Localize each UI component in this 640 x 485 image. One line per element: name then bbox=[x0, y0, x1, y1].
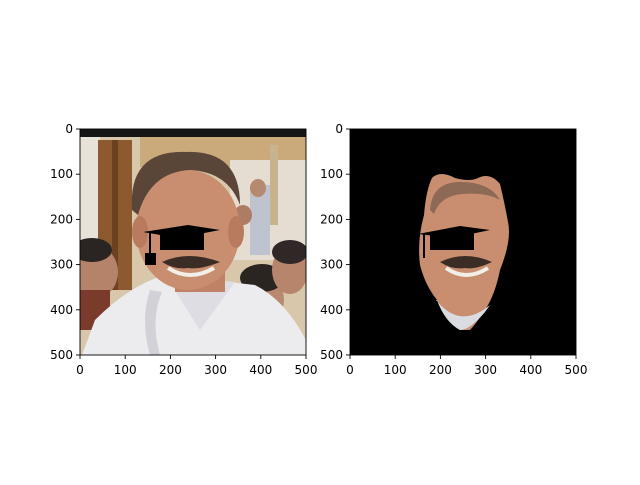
left-y-tick-label: 0 bbox=[65, 122, 73, 136]
left-y-tick-label: 300 bbox=[50, 258, 73, 272]
left-y-tick-label: 400 bbox=[50, 303, 73, 317]
right-axes-frame bbox=[349, 128, 577, 356]
right-y-tick-label: 100 bbox=[320, 167, 343, 181]
left-x-tick-label: 400 bbox=[249, 363, 272, 377]
left-y-tick-label: 200 bbox=[50, 212, 73, 226]
right-x-tick-label: 0 bbox=[346, 363, 354, 377]
right-y-tick-label: 200 bbox=[320, 212, 343, 226]
right-y-tick-label: 400 bbox=[320, 303, 343, 317]
right-x-tick-label: 400 bbox=[519, 363, 542, 377]
left-axes-frame bbox=[79, 128, 307, 356]
left-x-tick-label: 500 bbox=[295, 363, 318, 377]
right-y-tick-label: 300 bbox=[320, 258, 343, 272]
right-x-tick-label: 100 bbox=[384, 363, 407, 377]
left-y-tick-label: 100 bbox=[50, 167, 73, 181]
right-y-tick-label: 0 bbox=[335, 122, 343, 136]
right-x-tick-label: 500 bbox=[565, 363, 588, 377]
right-x-tick-label: 200 bbox=[429, 363, 452, 377]
right-x-tick-label: 300 bbox=[474, 363, 497, 377]
left-x-tick-label: 0 bbox=[76, 363, 84, 377]
left-x-tick-label: 100 bbox=[114, 363, 137, 377]
left-photo bbox=[80, 129, 306, 355]
left-x-tick-label: 300 bbox=[204, 363, 227, 377]
right-photo bbox=[350, 129, 576, 355]
left-x-tick-label: 200 bbox=[159, 363, 182, 377]
left-y-tick-label: 500 bbox=[50, 348, 73, 362]
right-y-tick-label: 500 bbox=[320, 348, 343, 362]
